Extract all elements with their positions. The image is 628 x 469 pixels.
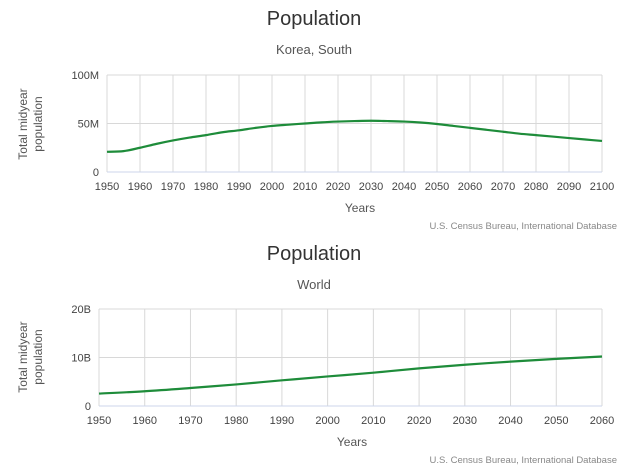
- x-tick-label: 1970: [178, 415, 202, 427]
- x-ticks: 1950 1960 1970 1980 1990 2000 2010 2020 2030 2040…: [95, 181, 614, 193]
- series-line[interactable]: [98, 355, 603, 395]
- x-tick-label: 1960: [128, 181, 152, 193]
- chart-credit: U.S. Census Bureau, International Databa…: [430, 455, 617, 466]
- x-tick-label: 2020: [407, 415, 431, 427]
- y-ticks: 0 50M 100M: [71, 70, 99, 179]
- x-tick-label: 2010: [293, 181, 317, 193]
- chart-world: Population World 1950 1960 1970 1980 1990 200…: [16, 243, 617, 466]
- y-tick-label: 100M: [71, 70, 99, 82]
- series-line[interactable]: [106, 119, 603, 153]
- series-group: [98, 355, 603, 395]
- chart-credit: U.S. Census Bureau, International Databa…: [430, 221, 617, 232]
- chart-subtitle: Korea, South: [276, 42, 352, 57]
- x-tick-label: 1950: [87, 415, 111, 427]
- x-tick-label: 1960: [132, 415, 156, 427]
- x-tick-label: 2000: [315, 415, 339, 427]
- y-axis-title-line1: Total midyear: [16, 321, 30, 392]
- y-grid: [106, 74, 603, 173]
- x-tick-label: 2040: [498, 415, 522, 427]
- y-axis-title-line2: population: [31, 96, 45, 151]
- y-tick-label: 50M: [78, 119, 99, 131]
- x-tick-label: 2050: [544, 415, 568, 427]
- x-tick-label: 2070: [491, 181, 515, 193]
- x-tick-label: 1980: [224, 415, 248, 427]
- x-tick-label: 2030: [453, 415, 477, 427]
- y-axis-title-line1: Total midyear: [16, 88, 30, 159]
- x-tick-label: 1950: [95, 181, 119, 193]
- x-tick-label: 1970: [161, 181, 185, 193]
- x-tick-label: 2050: [425, 181, 449, 193]
- y-grid: [98, 308, 603, 407]
- x-axis-title: Years: [337, 435, 367, 449]
- x-tick-label: 2080: [524, 181, 548, 193]
- x-tick-label: 2030: [359, 181, 383, 193]
- x-tick-label: 2060: [458, 181, 482, 193]
- chart-korea: Population Korea, South 1950 1960 1970 1980…: [16, 8, 617, 232]
- y-ticks: 0 10B 20B: [71, 304, 91, 413]
- series-group: [106, 119, 603, 153]
- x-tick-label: 2020: [326, 181, 350, 193]
- x-axis-title: Years: [345, 201, 375, 215]
- y-axis-title-line2: population: [31, 329, 45, 384]
- x-tick-label: 2040: [392, 181, 416, 193]
- y-tick-label: 10B: [71, 353, 91, 365]
- chart-subtitle: World: [297, 277, 331, 292]
- x-tick-label: 2090: [557, 181, 581, 193]
- x-ticks: 1950 1960 1970 1980 1990 2000 2010 2020 2030 2040…: [87, 415, 614, 427]
- x-tick-label: 1990: [270, 415, 294, 427]
- chart-title: Population: [267, 243, 362, 265]
- x-tick-label: 2000: [260, 181, 284, 193]
- x-tick-label: 2010: [361, 415, 385, 427]
- x-tick-label: 2060: [590, 415, 614, 427]
- y-tick-label: 0: [85, 401, 91, 413]
- chart-title: Population: [267, 8, 362, 30]
- y-tick-label: 20B: [71, 304, 91, 316]
- x-tick-label: 1990: [227, 181, 251, 193]
- x-tick-label: 1980: [194, 181, 218, 193]
- y-tick-label: 0: [93, 167, 99, 179]
- x-tick-label: 2100: [590, 181, 614, 193]
